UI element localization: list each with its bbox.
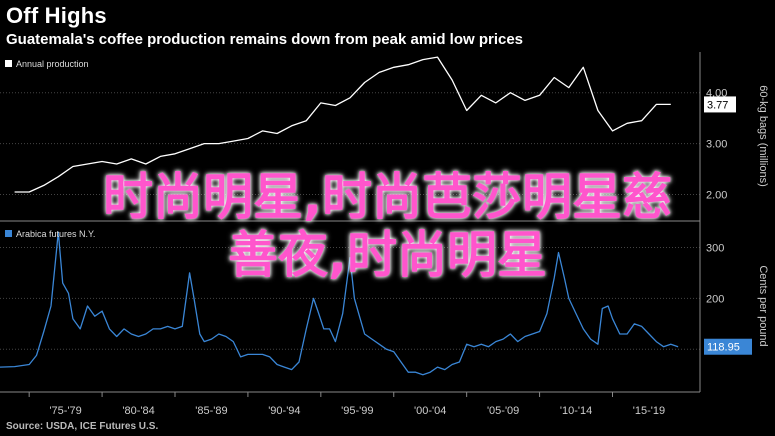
x-tick-label: '10-'14 — [560, 405, 592, 417]
futures-unit-label: Cents per pound — [757, 265, 769, 346]
y-tick-production: 3.00 — [706, 139, 727, 151]
y-tick-futures: 300 — [706, 242, 724, 254]
futures-last-value-tag — [704, 338, 752, 355]
series-layer — [0, 56, 679, 376]
y-tick-production: 2.00 — [706, 190, 727, 202]
x-tick-label: '15-'19 — [633, 405, 665, 417]
production-line — [14, 56, 671, 193]
overlay-line-1: 时尚明星,时尚芭莎明星慈 — [103, 168, 672, 226]
x-tick-label: '85-'89 — [195, 405, 227, 417]
x-tick-label: '95-'99 — [341, 405, 373, 417]
legend-layer: Annual production Arabica futures N.Y. — [5, 59, 95, 239]
production-last-value-label: 3.77 — [707, 99, 728, 111]
production-legend-label: Annual production — [16, 59, 89, 69]
x-tick-label: '80-'84 — [122, 405, 154, 417]
x-tick-label: '90-'94 — [268, 405, 300, 417]
y-tick-futures: 200 — [706, 293, 724, 305]
chart-title: Off Highs — [6, 3, 107, 28]
production-last-value-tag — [704, 96, 736, 113]
x-tick-label: '75-'79 — [49, 405, 81, 417]
x-tick-label: '05-'09 — [487, 405, 519, 417]
futures-legend-label: Arabica futures N.Y. — [16, 229, 95, 239]
futures-last-value-label: 118.95 — [707, 342, 740, 354]
production-legend-swatch — [5, 60, 12, 67]
x-tick-label: '00-'04 — [414, 405, 446, 417]
futures-line — [0, 231, 679, 376]
overlay-line-2: 善夜,时尚明星 — [228, 226, 547, 284]
production-unit-label: 60-kg bags (millions) — [757, 85, 769, 186]
chart-subtitle: Guatemala's coffee production remains do… — [6, 31, 524, 48]
futures-legend-swatch — [5, 230, 12, 237]
source-note: Source: USDA, ICE Futures U.S. — [6, 421, 159, 432]
